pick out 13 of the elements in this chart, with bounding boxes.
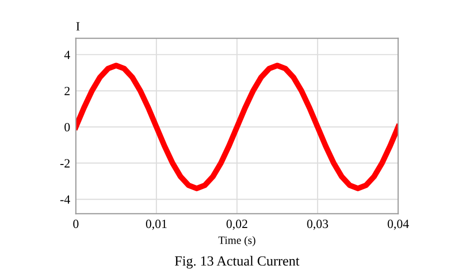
y-tick-label: -2	[60, 159, 70, 168]
caption: Fig. 13 Actual Current	[174, 256, 300, 269]
y-tick-label: 4	[64, 50, 70, 59]
y-axis-title: I	[76, 22, 80, 30]
y-tick-label: 0	[64, 122, 70, 132]
x-tick-label: 0,04	[388, 220, 409, 230]
x-tick-label: 0,02	[226, 220, 248, 230]
x-tick-label: 0	[73, 220, 78, 228]
y-tick-label: -4	[60, 195, 70, 204]
x-tick-label: 0,03	[307, 220, 328, 230]
y-tick-label: 2	[64, 86, 70, 96]
x-axis-title: Time (s)	[218, 236, 256, 246]
x-tick-label: 0,01	[146, 220, 167, 230]
